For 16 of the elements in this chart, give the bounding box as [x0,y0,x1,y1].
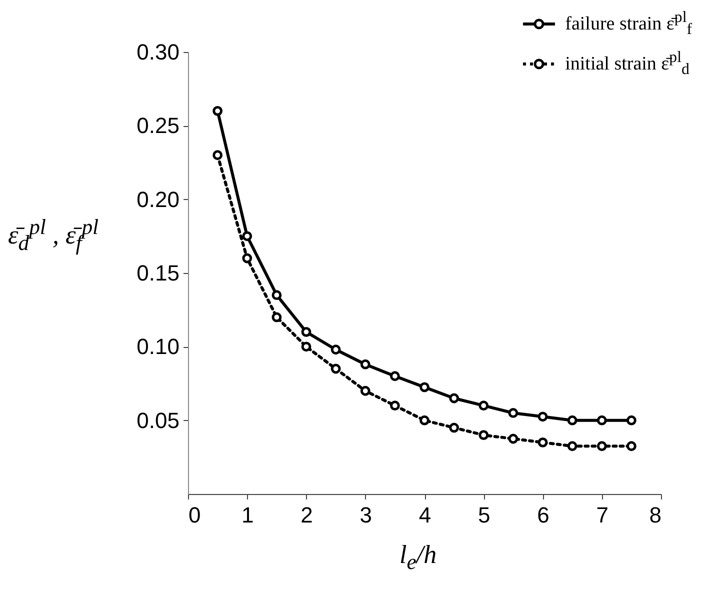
x-tick-label: 6 [537,502,550,528]
x-tick-label: 7 [596,502,608,528]
y-tick-label: 0.30 [136,40,180,64]
x-tick-label: 3 [360,502,372,528]
x-axis-title: l$_{e}$/h [400,540,437,576]
x-tick-label: 2 [300,502,313,528]
x-tick-label: 1 [242,502,254,528]
y-tick-label: 0.15 [136,260,180,286]
y-tick-label: 0.25 [136,113,180,138]
x-tick-label: 0 [188,502,201,528]
y-tick-label: 0.05 [136,408,180,433]
y-tick-label: 0.20 [136,186,180,212]
y-tick-label: 0.10 [136,334,180,360]
x-tick-label: 4 [418,502,432,528]
x-tick-label: 5 [478,502,490,528]
x-tick-label: 8 [649,502,662,528]
